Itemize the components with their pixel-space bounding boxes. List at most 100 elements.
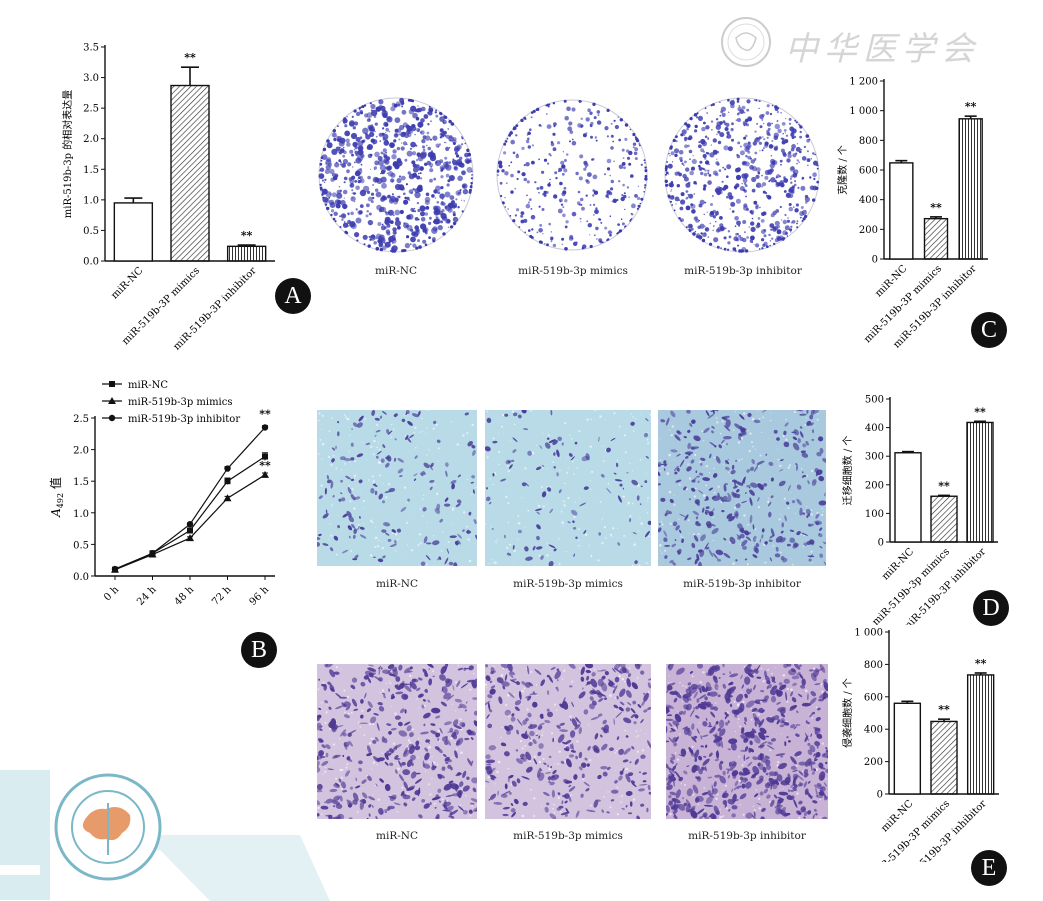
cell — [463, 810, 468, 815]
cell — [382, 669, 391, 674]
cell — [610, 437, 616, 441]
cell — [686, 452, 691, 456]
cell — [800, 450, 806, 454]
colony — [707, 169, 710, 172]
cell — [700, 745, 704, 748]
colony — [571, 107, 576, 112]
cell — [437, 773, 442, 780]
cell — [814, 683, 822, 685]
cell — [348, 729, 357, 735]
pore — [344, 463, 346, 465]
colony — [461, 170, 466, 176]
colony — [420, 205, 426, 212]
colony — [589, 111, 593, 115]
colony — [378, 99, 384, 105]
colony — [386, 231, 391, 236]
series-line-0 — [114, 456, 266, 571]
colony — [766, 129, 770, 134]
significance-label: ** — [974, 405, 986, 418]
cell — [348, 740, 353, 747]
pore — [546, 486, 548, 488]
pore — [770, 413, 772, 414]
pore — [526, 789, 527, 791]
cell — [452, 684, 455, 691]
colony — [350, 223, 357, 230]
cell — [585, 664, 594, 669]
colony-rim — [664, 166, 668, 170]
bar-2 — [958, 118, 983, 260]
cell — [723, 435, 732, 440]
cell — [561, 800, 564, 805]
pore — [330, 464, 333, 467]
colony-rim — [808, 138, 810, 141]
colony-rim — [644, 169, 648, 173]
pore — [704, 810, 706, 812]
cell — [760, 689, 765, 693]
cell — [486, 713, 490, 719]
cell — [630, 707, 636, 714]
cell — [329, 684, 335, 692]
colony — [414, 210, 417, 213]
pore — [732, 562, 735, 565]
cell — [410, 754, 416, 761]
pore — [366, 459, 368, 461]
pore — [758, 797, 761, 800]
bar-0 — [889, 162, 914, 260]
pore — [462, 434, 465, 437]
colony-rim — [521, 119, 523, 122]
colony-rim — [344, 230, 348, 234]
cell — [710, 813, 716, 819]
colony — [435, 143, 440, 148]
cell — [756, 803, 762, 806]
pore — [379, 461, 382, 464]
colony — [370, 109, 378, 117]
pore — [573, 473, 575, 476]
cell — [796, 710, 799, 714]
cell — [510, 803, 514, 806]
cell — [598, 436, 600, 442]
colony — [369, 153, 373, 157]
pore — [375, 526, 377, 528]
cell — [471, 777, 477, 784]
pore — [646, 438, 649, 441]
colony — [362, 185, 370, 193]
cell — [780, 556, 785, 561]
colony-rim — [712, 103, 715, 106]
colony — [791, 185, 795, 189]
colony — [362, 139, 366, 142]
colony — [431, 227, 438, 234]
pore — [507, 693, 510, 697]
cell — [589, 696, 594, 701]
pore — [632, 564, 634, 566]
cell — [805, 441, 809, 446]
cell — [640, 670, 645, 675]
colony — [754, 151, 758, 155]
colony-rim — [701, 238, 706, 243]
cell — [682, 695, 689, 703]
cell — [676, 550, 680, 554]
colony — [531, 228, 534, 231]
cell — [470, 481, 475, 484]
pore — [602, 460, 605, 463]
colony — [351, 175, 356, 180]
bar-1 — [930, 720, 958, 795]
pore — [821, 513, 824, 517]
pore — [588, 544, 590, 546]
cell — [429, 801, 432, 806]
cell — [763, 483, 768, 487]
colony — [684, 136, 688, 141]
cell — [770, 778, 779, 787]
pore — [553, 803, 555, 806]
colony — [686, 127, 689, 131]
colony — [504, 197, 506, 199]
colony — [436, 216, 439, 219]
cell — [812, 410, 819, 414]
cell — [769, 689, 776, 696]
cell — [502, 685, 506, 690]
cell — [822, 458, 826, 463]
pore — [419, 431, 421, 433]
pore — [324, 770, 327, 773]
colony — [360, 153, 365, 158]
cell — [798, 800, 803, 805]
